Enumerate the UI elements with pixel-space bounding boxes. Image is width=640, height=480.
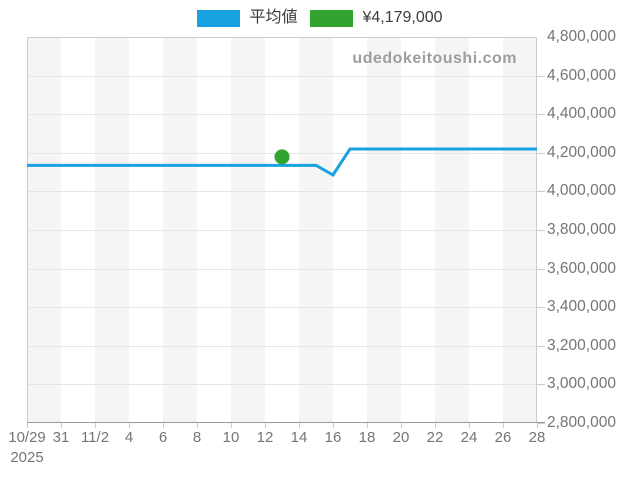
x-axis-year-label: 2025 xyxy=(10,449,44,466)
x-axis-tick-label: 8 xyxy=(192,429,202,446)
y-axis-tick-label: 4,600,000 xyxy=(547,66,616,84)
y-axis-tick-label: 4,200,000 xyxy=(547,143,616,161)
y-axis-tick-label: 4,000,000 xyxy=(547,182,616,200)
x-axis-tick-label: 28 xyxy=(528,429,546,446)
legend-swatch-average-icon xyxy=(197,9,241,27)
legend-swatch-current-price-icon xyxy=(310,9,354,27)
plot-area: udedokeitoushi.com xyxy=(27,37,545,428)
y-axis-tick-label: 4,400,000 xyxy=(547,105,616,123)
legend-label-current-price: ¥4,179,000 xyxy=(362,9,443,26)
legend-item-current-price: ¥4,179,000 xyxy=(310,9,443,27)
current-price-dot xyxy=(274,149,290,165)
y-axis-tick-label: 3,000,000 xyxy=(547,375,616,393)
y-axis-tick-label: 3,600,000 xyxy=(547,259,616,277)
x-axis-tick-label: 6 xyxy=(158,429,168,446)
x-axis-tick-label: 11/2 xyxy=(80,429,110,446)
x-axis-tick-label: 22 xyxy=(426,429,444,446)
chart-canvas xyxy=(27,37,545,428)
y-axis-tick-label: 3,200,000 xyxy=(547,336,616,354)
average-price-line xyxy=(27,147,537,177)
y-axis-tick-label: 3,400,000 xyxy=(547,298,616,316)
x-axis-tick-label: 10 xyxy=(222,429,240,446)
x-axis-tick-label: 31 xyxy=(52,429,70,446)
x-axis-tick-label: 4 xyxy=(124,429,134,446)
x-axis-tick-label: 10/29 xyxy=(8,429,46,446)
x-axis-tick-label: 20 xyxy=(392,429,410,446)
x-axis-tick-label: 18 xyxy=(358,429,376,446)
x-axis-tick-label: 14 xyxy=(290,429,308,446)
legend-item-average: 平均値 xyxy=(197,9,297,27)
x-axis-tick-label: 24 xyxy=(460,429,478,446)
legend-label-average: 平均値 xyxy=(249,9,298,26)
chart-legend: 平均値 ¥4,179,000 xyxy=(0,9,640,27)
x-axis-tick-label: 26 xyxy=(494,429,512,446)
y-axis-tick-label: 4,800,000 xyxy=(547,28,616,45)
x-axis-tick-label: 12 xyxy=(256,429,274,446)
x-axis-tick-label: 16 xyxy=(324,429,342,446)
y-axis-tick-label: 2,800,000 xyxy=(547,414,616,431)
y-axis-tick-label: 3,800,000 xyxy=(547,221,616,238)
